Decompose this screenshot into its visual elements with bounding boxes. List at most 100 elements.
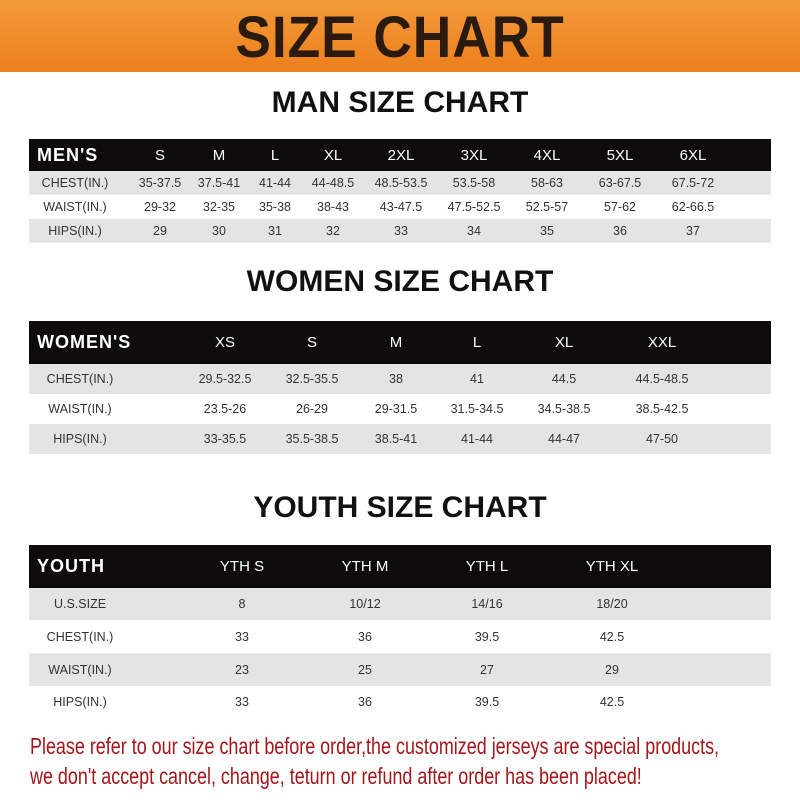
size-column-header: 4XL (533, 146, 561, 164)
size-column-header: XXL (647, 334, 677, 351)
size-column-header: XL (323, 146, 343, 164)
table-cell: 36 (358, 695, 372, 709)
table-cell: 42.5 (599, 695, 625, 709)
size-column-header: YTH S (219, 558, 265, 575)
table-cell: 29 (153, 224, 167, 238)
table-cell: 48.5-53.5 (374, 176, 428, 190)
size-column-header: M (389, 334, 403, 351)
table-cell: 37 (686, 224, 700, 238)
youth-size-table: YOUTH YTH S YTH M YTH L YTH XL U.S.SIZE 8 10/12… (29, 545, 771, 718)
table-row: WAIST(IN.) 29-32 32-35 35-38 38-43 43-47.5 47.… (29, 195, 771, 219)
table-cell: 47-50 (646, 432, 678, 446)
table-cell: 38.5-42.5 (635, 402, 689, 416)
table-cell: 8 (238, 597, 246, 611)
table-cell: 41-44 (259, 176, 291, 190)
table-cell: 29 (605, 662, 619, 677)
men-size-table: MEN'S S M L XL 2XL 3XL 4XL 5XL 6XL CHEST(IN.) 35-37… (29, 139, 771, 243)
table-row: WAIST(IN.) 23.5-26 26-29 29-31.5 31.5-34.5 34… (29, 394, 771, 424)
table-cell: 10/12 (349, 597, 381, 611)
table-cell: 29-32 (144, 200, 176, 214)
row-label: HIPS(IN.) (48, 224, 102, 238)
row-label: CHEST(IN.) (41, 176, 109, 190)
row-label: CHEST(IN.) (46, 372, 114, 386)
table-cell: 58-63 (531, 176, 563, 190)
table-cell: 26-29 (296, 402, 328, 416)
size-column-header: YTH L (465, 558, 509, 575)
table-cell: 39.5 (474, 695, 500, 709)
table-row: CHEST(IN.) 33 36 39.5 42.5 (29, 620, 771, 653)
table-cell: 38 (389, 372, 403, 386)
table-cell: 44-47 (548, 432, 580, 446)
table-row: U.S.SIZE 8 10/12 14/16 18/20 (29, 588, 771, 620)
table-cell: 23 (235, 662, 249, 677)
table-cell: 35 (540, 224, 554, 238)
row-label: WAIST(IN.) (48, 662, 112, 677)
row-label: HIPS(IN.) (53, 695, 107, 709)
size-column-header: M (212, 146, 226, 164)
women-header-row: WOMEN'S XS S M L XL XXL (29, 321, 771, 364)
table-cell: 32.5-35.5 (285, 372, 339, 386)
table-cell: 44.5 (551, 372, 577, 386)
table-cell: 38.5-41 (374, 432, 418, 446)
size-column-header: XL (554, 334, 574, 351)
table-cell: 39.5 (474, 629, 500, 644)
women-size-table: WOMEN'S XS S M L XL XXL CHEST(IN.) 29.5-32.5 32.5… (29, 321, 771, 454)
row-label: U.S.SIZE (53, 597, 107, 611)
size-column-header: 3XL (460, 146, 488, 164)
row-label: CHEST(IN.) (46, 629, 114, 644)
table-cell: 36 (358, 629, 372, 644)
table-row: WAIST(IN.) 23 25 27 29 (29, 653, 771, 686)
table-cell: 35.5-38.5 (285, 432, 339, 446)
table-row: HIPS(IN.) 33 36 39.5 42.5 (29, 686, 771, 718)
table-cell: 32 (326, 224, 340, 238)
size-column-header: S (154, 146, 166, 164)
table-cell: 29-31.5 (374, 402, 418, 416)
size-column-header: YTH XL (585, 558, 639, 575)
youth-section-title: YOUTH SIZE CHART (253, 491, 547, 524)
table-label-header: YOUTH (37, 556, 105, 576)
table-cell: 43-47.5 (379, 200, 423, 214)
table-cell: 32-35 (203, 200, 235, 214)
row-label: WAIST(IN.) (48, 402, 112, 416)
table-cell: 33 (235, 695, 249, 709)
table-cell: 52.5-57 (525, 200, 569, 214)
men-header-row: MEN'S S M L XL 2XL 3XL 4XL 5XL 6XL (29, 139, 771, 171)
table-cell: 34 (467, 224, 481, 238)
table-cell: 33 (235, 629, 249, 644)
size-column-header: S (306, 334, 318, 351)
size-column-header: L (270, 146, 280, 164)
size-column-header: YTH M (341, 558, 389, 575)
youth-header-row: YOUTH YTH S YTH M YTH L YTH XL (29, 545, 771, 588)
header-banner: SIZE CHART (0, 0, 800, 72)
table-cell: 31.5-34.5 (450, 402, 504, 416)
table-row: CHEST(IN.) 35-37.5 37.5-41 41-44 44-48.5 48.5… (29, 171, 771, 195)
table-row: CHEST(IN.) 29.5-32.5 32.5-35.5 38 41 44.5 44.5… (29, 364, 771, 394)
table-cell: 33 (394, 224, 408, 238)
notice-line-2: we don't accept cancel, change, teturn o… (30, 763, 642, 789)
table-cell: 57-62 (604, 200, 636, 214)
men-section-title: MAN SIZE CHART (271, 86, 529, 119)
table-cell: 36 (613, 224, 627, 238)
table-cell: 53.5-58 (452, 176, 496, 190)
table-row: HIPS(IN.) 33-35.5 35.5-38.5 38.5-41 41-44 44-… (29, 424, 771, 454)
table-cell: 42.5 (599, 629, 625, 644)
table-cell: 41 (470, 372, 484, 386)
table-label-header: WOMEN'S (37, 332, 132, 352)
table-cell: 41-44 (461, 432, 493, 446)
page-title: SIZE CHART (235, 5, 565, 70)
women-section-title: WOMEN SIZE CHART (246, 265, 554, 298)
table-cell: 33-35.5 (203, 432, 247, 446)
size-column-header: XS (214, 334, 236, 351)
table-cell: 63-67.5 (598, 176, 642, 190)
table-cell: 30 (212, 224, 226, 238)
table-cell: 18/20 (596, 597, 628, 611)
table-cell: 47.5-52.5 (447, 200, 501, 214)
table-cell: 25 (358, 662, 372, 677)
table-cell: 29.5-32.5 (198, 372, 252, 386)
table-cell: 62-66.5 (671, 200, 715, 214)
table-cell: 44-48.5 (311, 176, 355, 190)
table-cell: 35-37.5 (138, 176, 182, 190)
table-row: HIPS(IN.) 29 30 31 32 33 34 35 36 37 (29, 219, 771, 243)
table-cell: 27 (480, 662, 494, 677)
size-column-header: 5XL (606, 146, 634, 164)
